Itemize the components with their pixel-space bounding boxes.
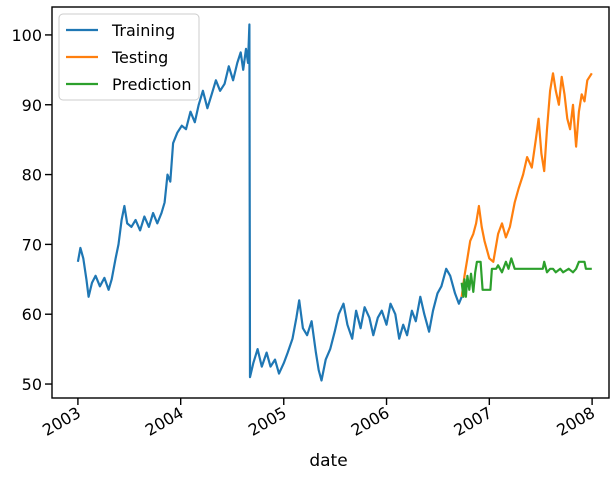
legend-label-testing: Testing [111,48,168,67]
legend-label-training: Training [111,21,175,40]
x-tick-label: 2004 [142,403,187,440]
y-tick-label: 50 [22,375,42,394]
x-tick-label: 2006 [348,403,393,440]
plot-frame [51,6,610,399]
legend-box [58,13,200,101]
x-tick-label: 2007 [451,403,496,440]
x-axis: 2003 2004 2005 2006 2007 2008 [39,398,598,440]
legend-label-prediction: Prediction [112,75,191,94]
series-line-prediction [460,257,592,298]
series-layer [76,23,593,382]
y-tick-label: 90 [22,96,42,115]
x-tick-label: 2003 [39,403,84,440]
series-line-testing [460,72,593,297]
y-axis: 50 60 70 80 90 100 [11,26,52,394]
series-line-training [76,23,463,382]
x-tick-label: 2005 [245,403,290,440]
y-tick-label: 60 [22,305,42,324]
plot-area [51,6,610,399]
y-tick-label: 100 [11,26,42,45]
y-tick-label: 70 [22,235,42,254]
x-tick-label: 2008 [553,403,598,440]
x-axis-title: date [309,451,347,471]
legend: Training Testing Prediction [58,13,200,101]
y-tick-label: 80 [22,166,42,185]
